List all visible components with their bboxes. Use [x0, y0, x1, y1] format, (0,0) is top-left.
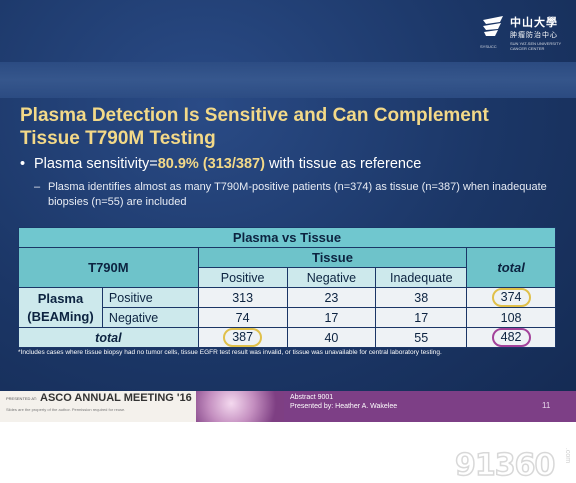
- table-cell-total: 387: [197, 327, 288, 348]
- table-cell: 38: [375, 287, 468, 308]
- logo-sub: SYSUCC: [480, 44, 497, 49]
- table-cell-total: 108: [466, 307, 556, 328]
- sub-bullet: – Plasma identifies almost as many T790M…: [34, 180, 558, 210]
- plasma-vs-tissue-table: Plasma vs Tissue T790M Tissue total Posi…: [18, 227, 556, 348]
- row-label-positive: Positive: [101, 287, 199, 308]
- footer-bar: PRESENTED AT: ASCO ANNUAL MEETING '16 Sl…: [0, 391, 576, 422]
- logo-cn-name: 中山大學: [510, 16, 558, 29]
- watermark-suffix: .com: [564, 447, 572, 464]
- bullet-dot: •: [20, 156, 26, 172]
- slide: 中山大學 肿瘤防治中心 SUN YAT-SEN UNIVERSITY CANCE…: [0, 0, 576, 422]
- logo-icon: [483, 16, 503, 36]
- circled-value: 387: [223, 328, 263, 347]
- col-negative: Negative: [286, 267, 377, 288]
- table-cell: 313: [197, 287, 288, 308]
- table-corner: T790M: [18, 247, 199, 288]
- page-number: 11: [542, 401, 551, 410]
- circled-value: 482: [491, 328, 531, 347]
- table-cell-total: 40: [286, 327, 377, 348]
- logo-en-line: SUN YAT-SEN UNIVERSITY CANCER CENTER: [510, 41, 562, 51]
- table-cell-grand-total: 482: [466, 327, 556, 348]
- permission-note: Slides are the property of the author. P…: [6, 407, 126, 412]
- row-group-label: Plasma (BEAMing): [18, 287, 103, 328]
- main-bullet: • Plasma sensitivity=80.9% (313/387) with…: [20, 156, 421, 172]
- logo-cn-center: 肿瘤防治中心: [510, 31, 558, 39]
- abstract-number: Abstract 9001: [290, 394, 334, 401]
- tissue-header: Tissue: [197, 247, 468, 268]
- meeting-name: ASCO ANNUAL MEETING '16: [40, 392, 192, 404]
- watermark-logo: 91360: [454, 447, 556, 483]
- table-cell: 17: [375, 307, 468, 328]
- bullet-prefix: Plasma sensitivity=: [34, 156, 158, 172]
- presented-at: PRESENTED AT:: [6, 396, 37, 401]
- title-line-1: Plasma Detection Is Sensitive and Can Co…: [20, 105, 489, 126]
- total-row-label: total: [18, 327, 199, 348]
- presenter: Presented by: Heather A. Wakelee: [290, 403, 398, 410]
- col-inadequate: Inadequate: [375, 267, 468, 288]
- bullet-value: 80.9% (313/387): [157, 156, 265, 172]
- table-cell: 17: [286, 307, 377, 328]
- sub-bullet-text: Plasma identifies almost as many T790M-p…: [48, 181, 547, 208]
- sysucc-logo: 中山大學 肿瘤防治中心 SUN YAT-SEN UNIVERSITY CANCE…: [480, 8, 570, 51]
- slide-title: Plasma Detection Is Sensitive and Can Co…: [20, 104, 489, 150]
- header-band: [0, 62, 576, 98]
- row-label-negative: Negative: [101, 307, 199, 328]
- table-caption: Plasma vs Tissue: [18, 227, 556, 248]
- bullet-suffix: with tissue as reference: [264, 156, 422, 172]
- footer-purple-panel: [284, 391, 576, 422]
- row-group-line-2: (BEAMing): [27, 308, 94, 324]
- circled-value: 374: [491, 288, 531, 307]
- row-group-line-1: Plasma: [37, 290, 84, 306]
- table-cell-total: 55: [375, 327, 468, 348]
- table-cell: 74: [197, 307, 288, 328]
- total-header: total: [466, 247, 556, 288]
- col-positive: Positive: [197, 267, 288, 288]
- title-line-2: Tissue T790M Testing: [20, 128, 216, 149]
- table-cell-total: 374: [466, 287, 556, 308]
- footnote: *Includes cases where tissue biopsy had …: [18, 349, 442, 356]
- sub-bullet-dash: –: [34, 181, 41, 193]
- table-cell: 23: [286, 287, 377, 308]
- footer-decorative-image: [196, 391, 284, 422]
